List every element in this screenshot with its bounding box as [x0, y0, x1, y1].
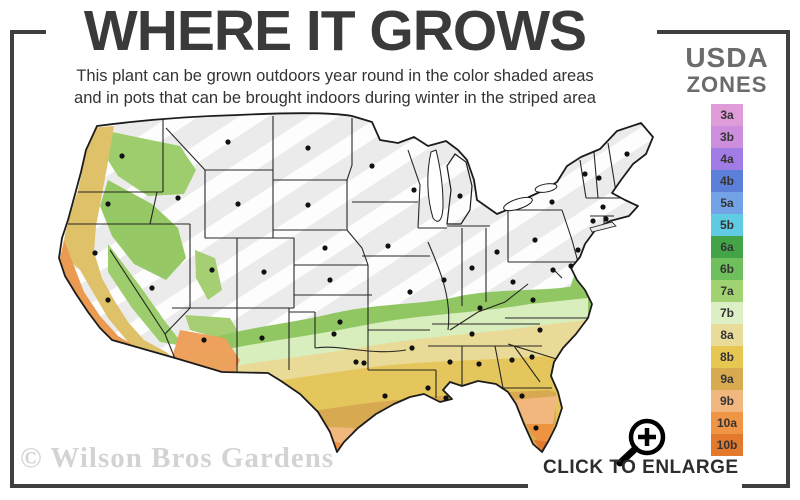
legend-title-usda: USDA: [685, 42, 769, 73]
zone-swatch-5b: 5b: [711, 214, 743, 236]
city-dots: [92, 139, 630, 431]
great-lakes: [427, 149, 617, 233]
zone-list: 3a 3b 4a 4b 5a 5b 6a 6b 7a 7b 8a 8b 9a 9b 10a 10b: [711, 104, 743, 456]
zone-swatch-9a: 9a: [711, 368, 743, 390]
frame-left: [10, 30, 14, 488]
page-title: WHERE IT GROWS: [83, 0, 587, 63]
frame-top-right: [657, 30, 790, 34]
zone-swatch-3a: 3a: [711, 104, 743, 126]
state-borders: [68, 116, 632, 398]
watermark: © Wilson Bros Gardens: [20, 442, 335, 474]
zone-swatch-7b: 7b: [711, 302, 743, 324]
zone-swatch-3b: 3b: [711, 126, 743, 148]
us-outline: [58, 112, 654, 453]
frame-top-left: [10, 30, 46, 34]
subtitle: This plant can be grown outdoors year ro…: [10, 66, 660, 110]
zone-swatch-7a: 7a: [711, 280, 743, 302]
frame-bottom-left: [10, 484, 528, 488]
zone-swatch-6b: 6b: [711, 258, 743, 280]
subtitle-line2: and in pots that can be brought indoors …: [74, 88, 596, 107]
zone-swatch-10a: 10a: [711, 412, 743, 434]
zoom-in-icon[interactable]: [616, 418, 666, 467]
frame-right: [786, 30, 790, 488]
zone-swatch-9b: 9b: [711, 390, 743, 412]
frame-bottom-right: [742, 484, 790, 488]
zone-swatch-10b: 10b: [711, 434, 743, 456]
legend-title-zones: ZONES: [686, 72, 768, 97]
subtitle-line1: This plant can be grown outdoors year ro…: [76, 67, 594, 85]
zone-swatch-8b: 8b: [711, 346, 743, 368]
zone-swatch-8a: 8a: [711, 324, 743, 346]
zone-swatch-6a: 6a: [711, 236, 743, 258]
zone-swatch-5a: 5a: [711, 192, 743, 214]
zone-swatch-4a: 4a: [711, 148, 743, 170]
zone-swatch-4b: 4b: [711, 170, 743, 192]
click-to-enlarge-label[interactable]: CLICK TO ENLARGE: [543, 457, 739, 478]
